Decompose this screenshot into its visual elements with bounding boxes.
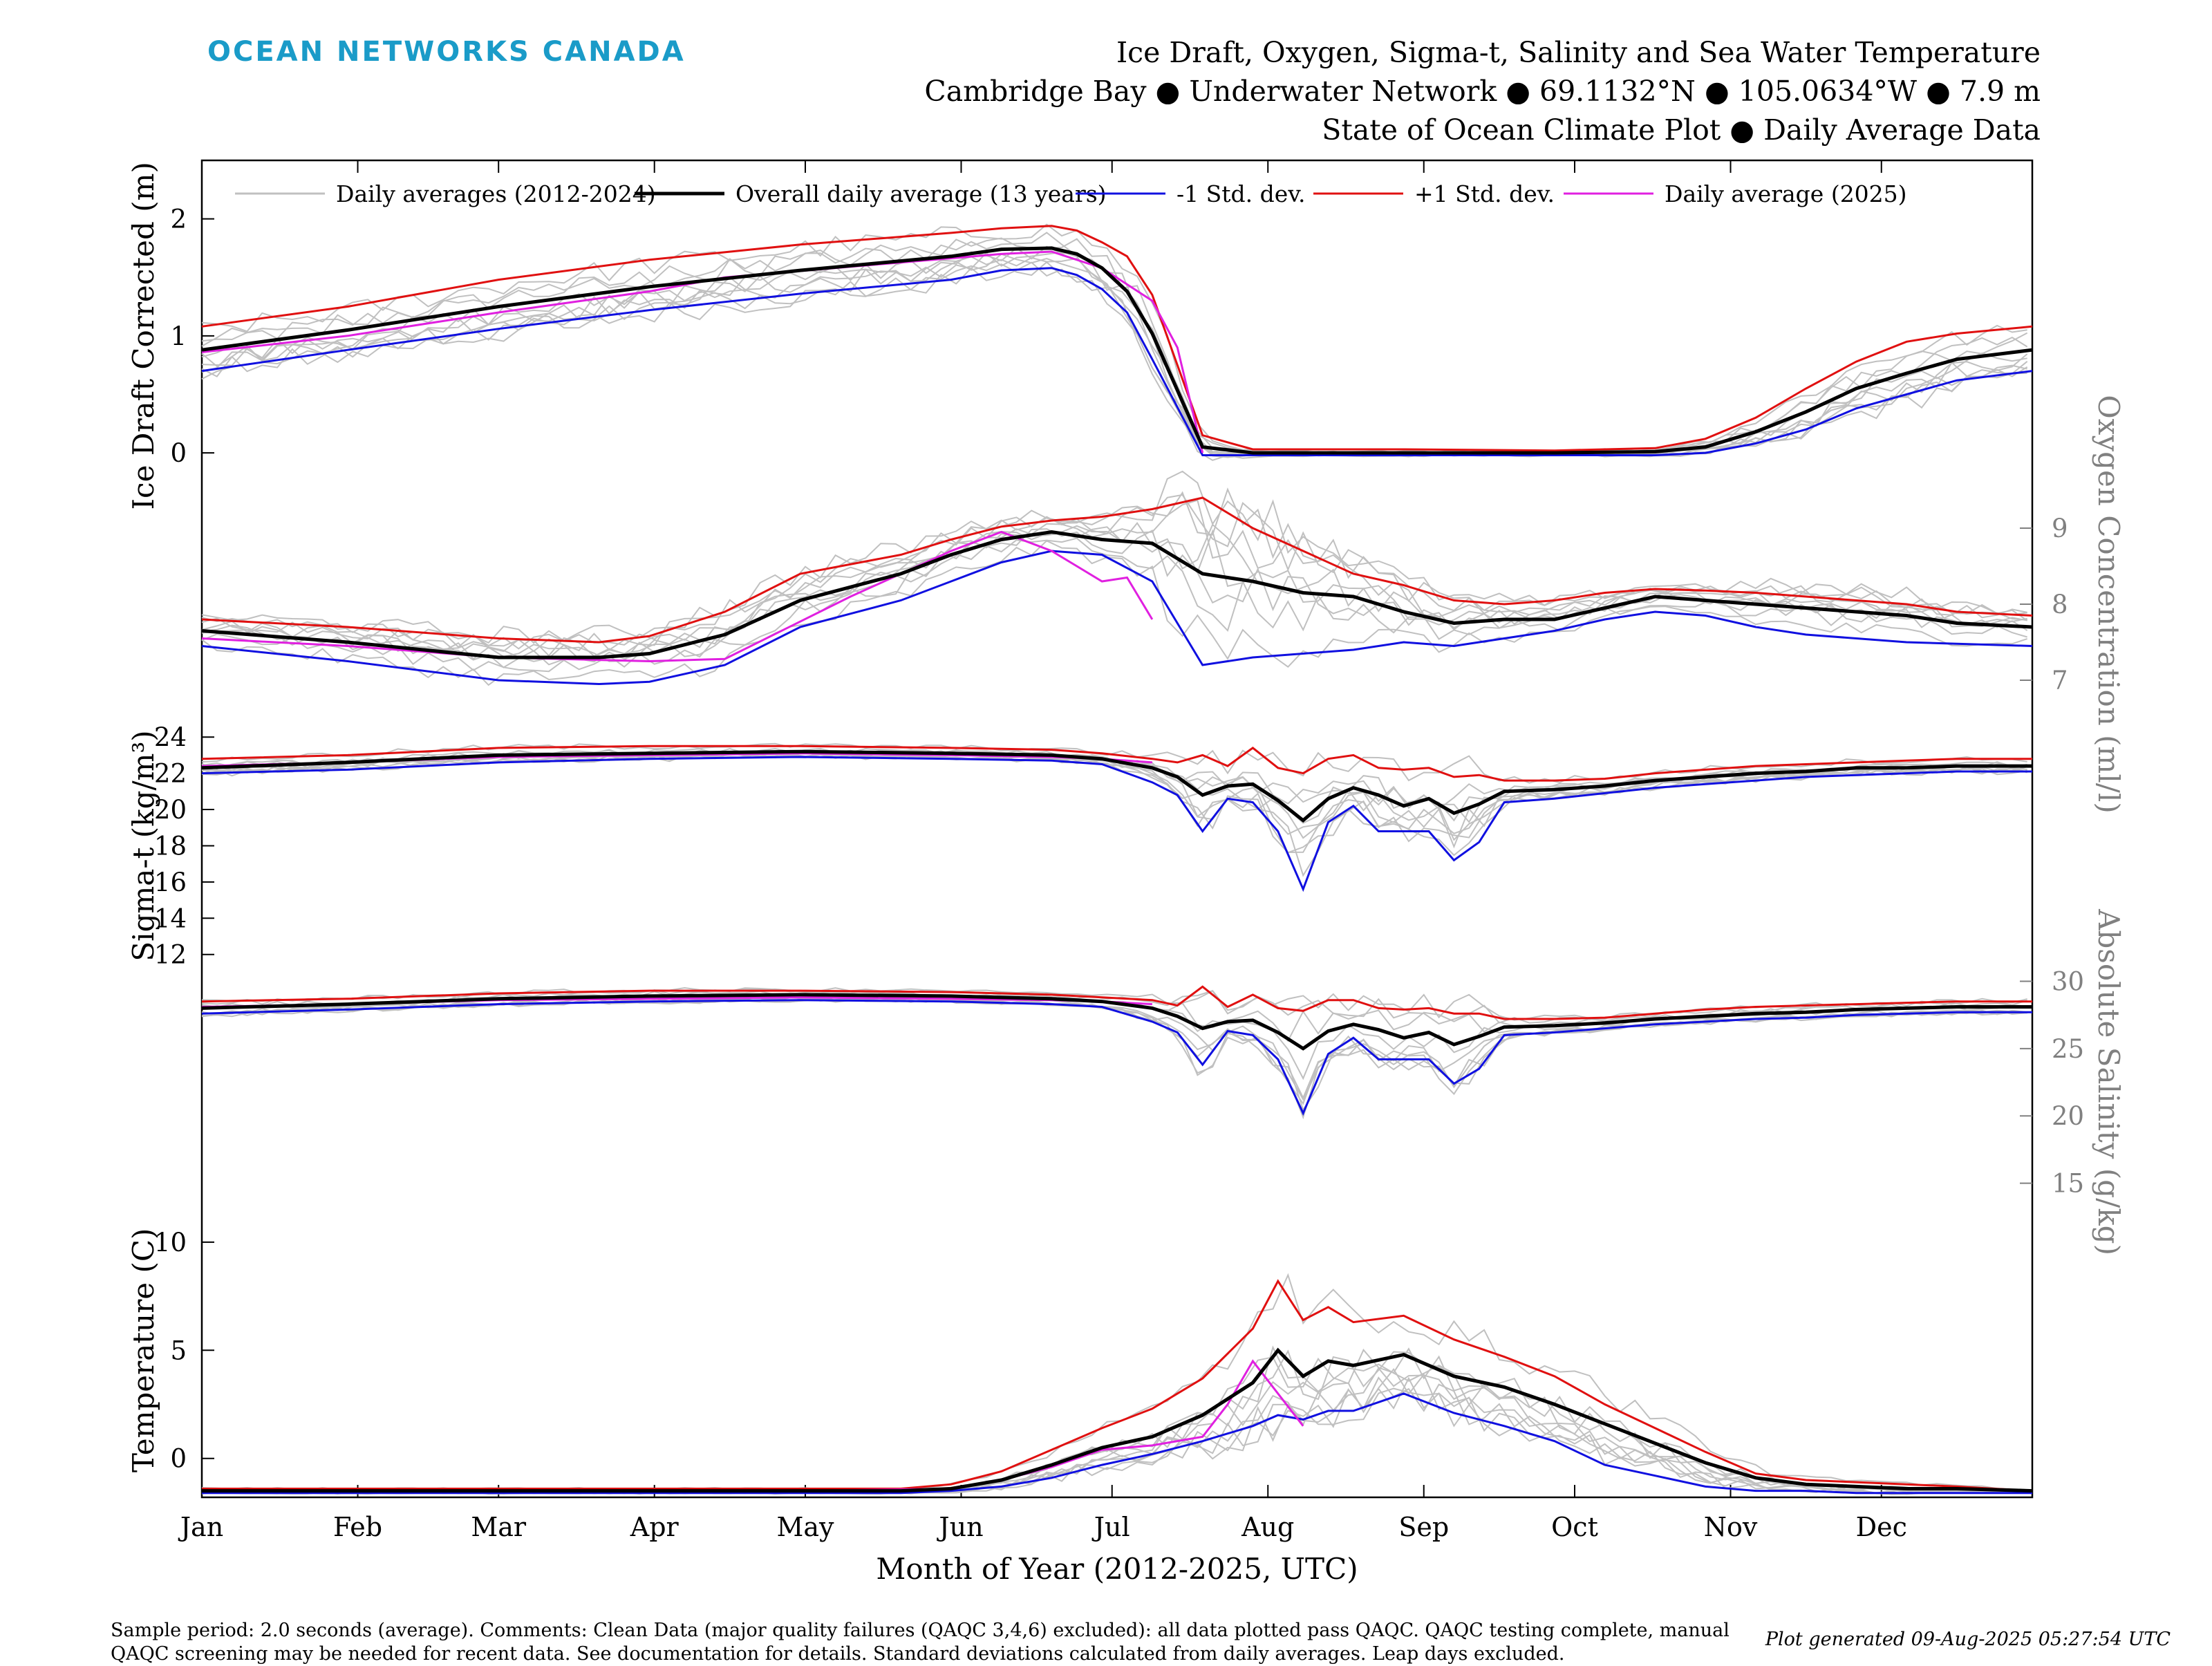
y-tick-label: 9 bbox=[2052, 514, 2068, 543]
y-tick-label: 22 bbox=[154, 759, 187, 789]
ocean-networks-canada-logo: OCEAN NETWORKS CANADA bbox=[207, 36, 686, 68]
y-tick-label: 16 bbox=[154, 868, 187, 897]
x-tick-label: Jan bbox=[178, 1512, 223, 1542]
x-tick-label: Aug bbox=[1241, 1512, 1294, 1542]
y-axis-label-sigma_t: Sigma-t (kg/m³) bbox=[126, 730, 160, 961]
y-tick-label: 0 bbox=[170, 438, 187, 468]
series-daily-average-line bbox=[201, 742, 2027, 784]
series-daily-average-line bbox=[201, 528, 2028, 668]
y-tick-label: 1 bbox=[170, 321, 187, 351]
series-daily-average-line bbox=[201, 1345, 2027, 1493]
series-daily-average-line bbox=[201, 1367, 2027, 1495]
series-overall-mean-line bbox=[201, 530, 2033, 659]
series-minus-std-dev-line bbox=[201, 756, 2032, 892]
series-overall-mean-line bbox=[201, 749, 2032, 823]
y-tick-label: 20 bbox=[154, 795, 187, 825]
y-axis-label-oxygen: Oxygen Concentration (ml/l) bbox=[2092, 395, 2126, 814]
y-tick-label: 14 bbox=[154, 904, 187, 933]
x-tick-label: May bbox=[776, 1512, 834, 1542]
panel-ice_draft: 0 1 2 Ice Draft Corrected (m) bbox=[126, 162, 2033, 510]
y-tick-label: 10 bbox=[154, 1228, 187, 1257]
legend-label: Daily average (2025) bbox=[1665, 180, 1907, 207]
series-plus-std-dev-line bbox=[201, 745, 2032, 782]
chart-title: Ice Draft, Oxygen, Sigma-t, Salinity and… bbox=[1116, 36, 2041, 69]
y-tick-label: 2 bbox=[170, 205, 187, 234]
footer-generated-timestamp: Plot generated 09-Aug-2025 05:27:54 UTC bbox=[1765, 1629, 2171, 1650]
y-tick-label: 0 bbox=[170, 1444, 187, 1474]
series-minus-std-dev-line bbox=[202, 1392, 2032, 1495]
y-tick-label: 15 bbox=[2052, 1169, 2084, 1199]
series-daily-average-line bbox=[201, 237, 2028, 454]
series-daily-average-line bbox=[201, 232, 2028, 454]
x-tick-label: Apr bbox=[630, 1512, 679, 1542]
y-tick-label: 30 bbox=[2052, 966, 2084, 996]
series-minus-std-dev-line bbox=[201, 999, 2032, 1116]
x-tick-label: Mar bbox=[471, 1512, 527, 1542]
x-tick-label: Sep bbox=[1398, 1512, 1449, 1542]
series-minus-std-dev-line bbox=[201, 267, 2033, 456]
series-daily-average-line bbox=[201, 1347, 2027, 1493]
y-tick-label: 20 bbox=[2052, 1101, 2084, 1131]
series-daily-average-line bbox=[201, 256, 2027, 456]
panel-oxygen: 7 8 9 Oxygen Concentration (ml/l) bbox=[201, 395, 2126, 814]
series-overall-mean-line bbox=[202, 1347, 2033, 1493]
y-tick-label: 12 bbox=[154, 940, 187, 970]
y-axis-label-salinity: Absolute Salinity (g/kg) bbox=[2092, 908, 2126, 1255]
x-tick-label: Jul bbox=[1091, 1512, 1130, 1542]
series-daily-average-line bbox=[201, 470, 2027, 644]
y-tick-label: 18 bbox=[154, 831, 187, 861]
series-daily-average-line bbox=[201, 494, 2027, 653]
series-plus-std-dev-line bbox=[201, 496, 2033, 644]
series-daily-average-line bbox=[201, 253, 2027, 458]
y-tick-label: 8 bbox=[2052, 590, 2068, 619]
legend: Daily averages (2012-2024) Overall daily … bbox=[235, 180, 1907, 207]
legend-label: +1 Std. dev. bbox=[1414, 180, 1555, 207]
series-daily-average-line bbox=[201, 499, 2027, 657]
x-tick-label: Feb bbox=[333, 1512, 382, 1542]
legend-label: Overall daily average (13 years) bbox=[735, 180, 1107, 207]
chart-subtitle-location: Cambridge Bay ● Underwater Network ● 69.… bbox=[924, 75, 2041, 108]
x-tick-label: Nov bbox=[1704, 1512, 1758, 1542]
series-current-year-line bbox=[201, 250, 1204, 453]
y-tick-label: 25 bbox=[2052, 1034, 2084, 1064]
series-minus-std-dev-line bbox=[201, 550, 2033, 686]
series-overall-mean-line bbox=[201, 246, 2033, 455]
panel-salinity: 15 20 25 30 Absolute Salinity (g/kg) bbox=[201, 908, 2126, 1255]
x-tick-label: Dec bbox=[1856, 1512, 1907, 1542]
x-tick-label: Oct bbox=[1551, 1512, 1598, 1542]
series-plus-std-dev-line bbox=[201, 225, 2033, 452]
y-tick-label: 24 bbox=[154, 722, 187, 752]
series-plus-std-dev-line bbox=[201, 985, 2032, 1020]
plot-frame bbox=[200, 159, 2034, 1499]
series-daily-average-line bbox=[201, 261, 2028, 458]
legend-label: -1 Std. dev. bbox=[1177, 180, 1305, 207]
y-tick-label: 7 bbox=[2052, 666, 2068, 695]
series-daily-average-line bbox=[201, 487, 2028, 650]
series-daily-average-line bbox=[201, 540, 2028, 686]
series-daily-average-line bbox=[201, 251, 2028, 456]
legend-label: Daily averages (2012-2024) bbox=[336, 180, 656, 207]
series-daily-average-line bbox=[201, 1367, 2027, 1494]
y-axis-label-ice_draft: Ice Draft Corrected (m) bbox=[126, 162, 160, 509]
x-axis-label: Month of Year (2012-2025, UTC) bbox=[876, 1552, 1358, 1586]
chart-subtitle-type: State of Ocean Climate Plot ● Daily Aver… bbox=[1322, 113, 2041, 147]
y-axis-label-temperature: Temperature (C) bbox=[126, 1228, 160, 1472]
x-tick-label: Jun bbox=[936, 1512, 983, 1542]
y-tick-label: 5 bbox=[170, 1336, 187, 1365]
series-overall-mean-line bbox=[201, 993, 2032, 1051]
series-current-year-line bbox=[202, 1359, 1304, 1492]
